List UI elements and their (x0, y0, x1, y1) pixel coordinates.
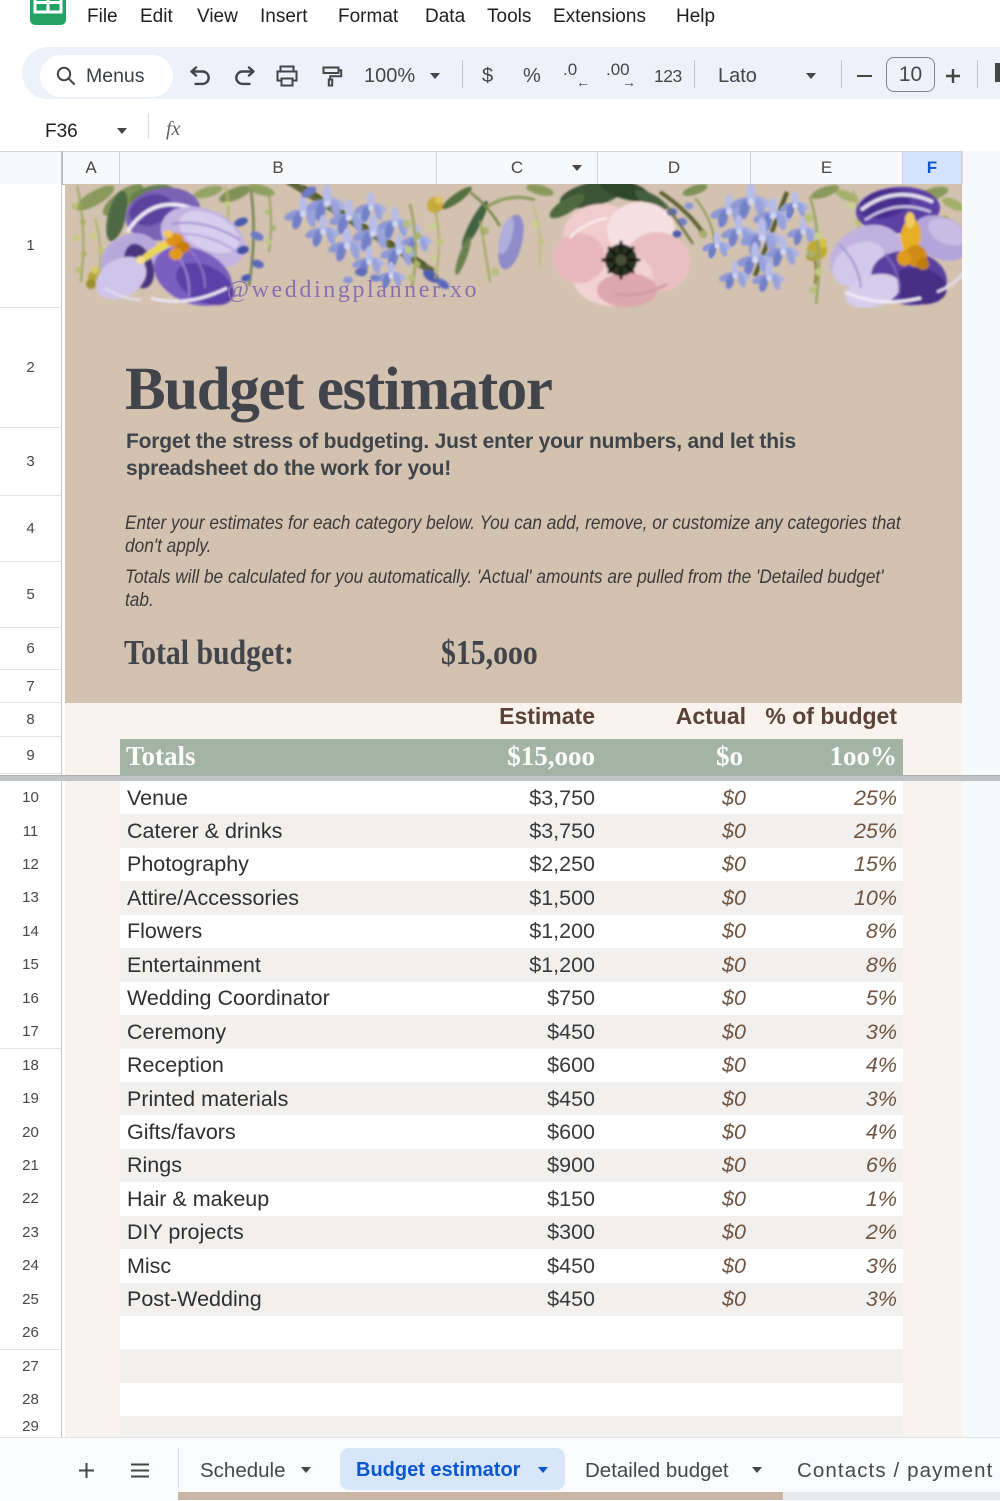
svg-text:@weddingplanner.xo: @weddingplanner.xo (227, 277, 479, 303)
